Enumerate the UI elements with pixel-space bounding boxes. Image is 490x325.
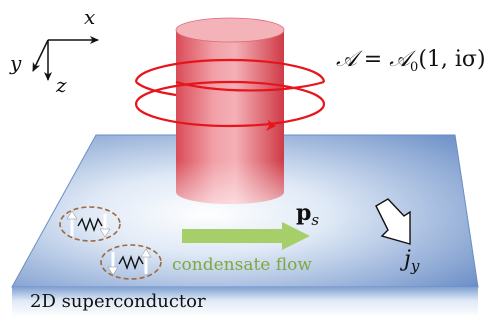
spin-down-icon bbox=[107, 266, 119, 276]
current-arrow bbox=[375, 198, 411, 245]
polarization-ring bbox=[134, 58, 326, 131]
z-axis-label: z bbox=[55, 73, 67, 97]
spin-up-icon bbox=[66, 210, 78, 220]
flow-label: condensate flow bbox=[172, 255, 312, 275]
cooper-pair-2 bbox=[100, 244, 162, 280]
condensate-flow-arrow bbox=[182, 222, 310, 250]
y-axis-arrow-icon bbox=[32, 39, 49, 72]
coordinate-axes: x y z bbox=[9, 5, 99, 97]
phonon-spring-icon bbox=[77, 216, 103, 233]
cooper-pair-1 bbox=[59, 206, 121, 242]
base-label: 2D superconductor bbox=[30, 291, 206, 312]
ring-arrow-icon bbox=[266, 120, 276, 131]
light-beam-cylinder bbox=[175, 17, 285, 204]
vector-potential-equation: 𝒜 = 𝒜0(1, iσ) bbox=[336, 47, 486, 75]
phonon-spring-icon bbox=[118, 254, 144, 271]
momentum-label: ps bbox=[296, 200, 319, 229]
x-axis-label: x bbox=[84, 5, 95, 29]
superconductor-base-slab bbox=[12, 287, 478, 317]
y-axis-label: y bbox=[9, 51, 22, 75]
spin-up-icon bbox=[140, 248, 152, 258]
spin-down-icon bbox=[99, 228, 111, 238]
